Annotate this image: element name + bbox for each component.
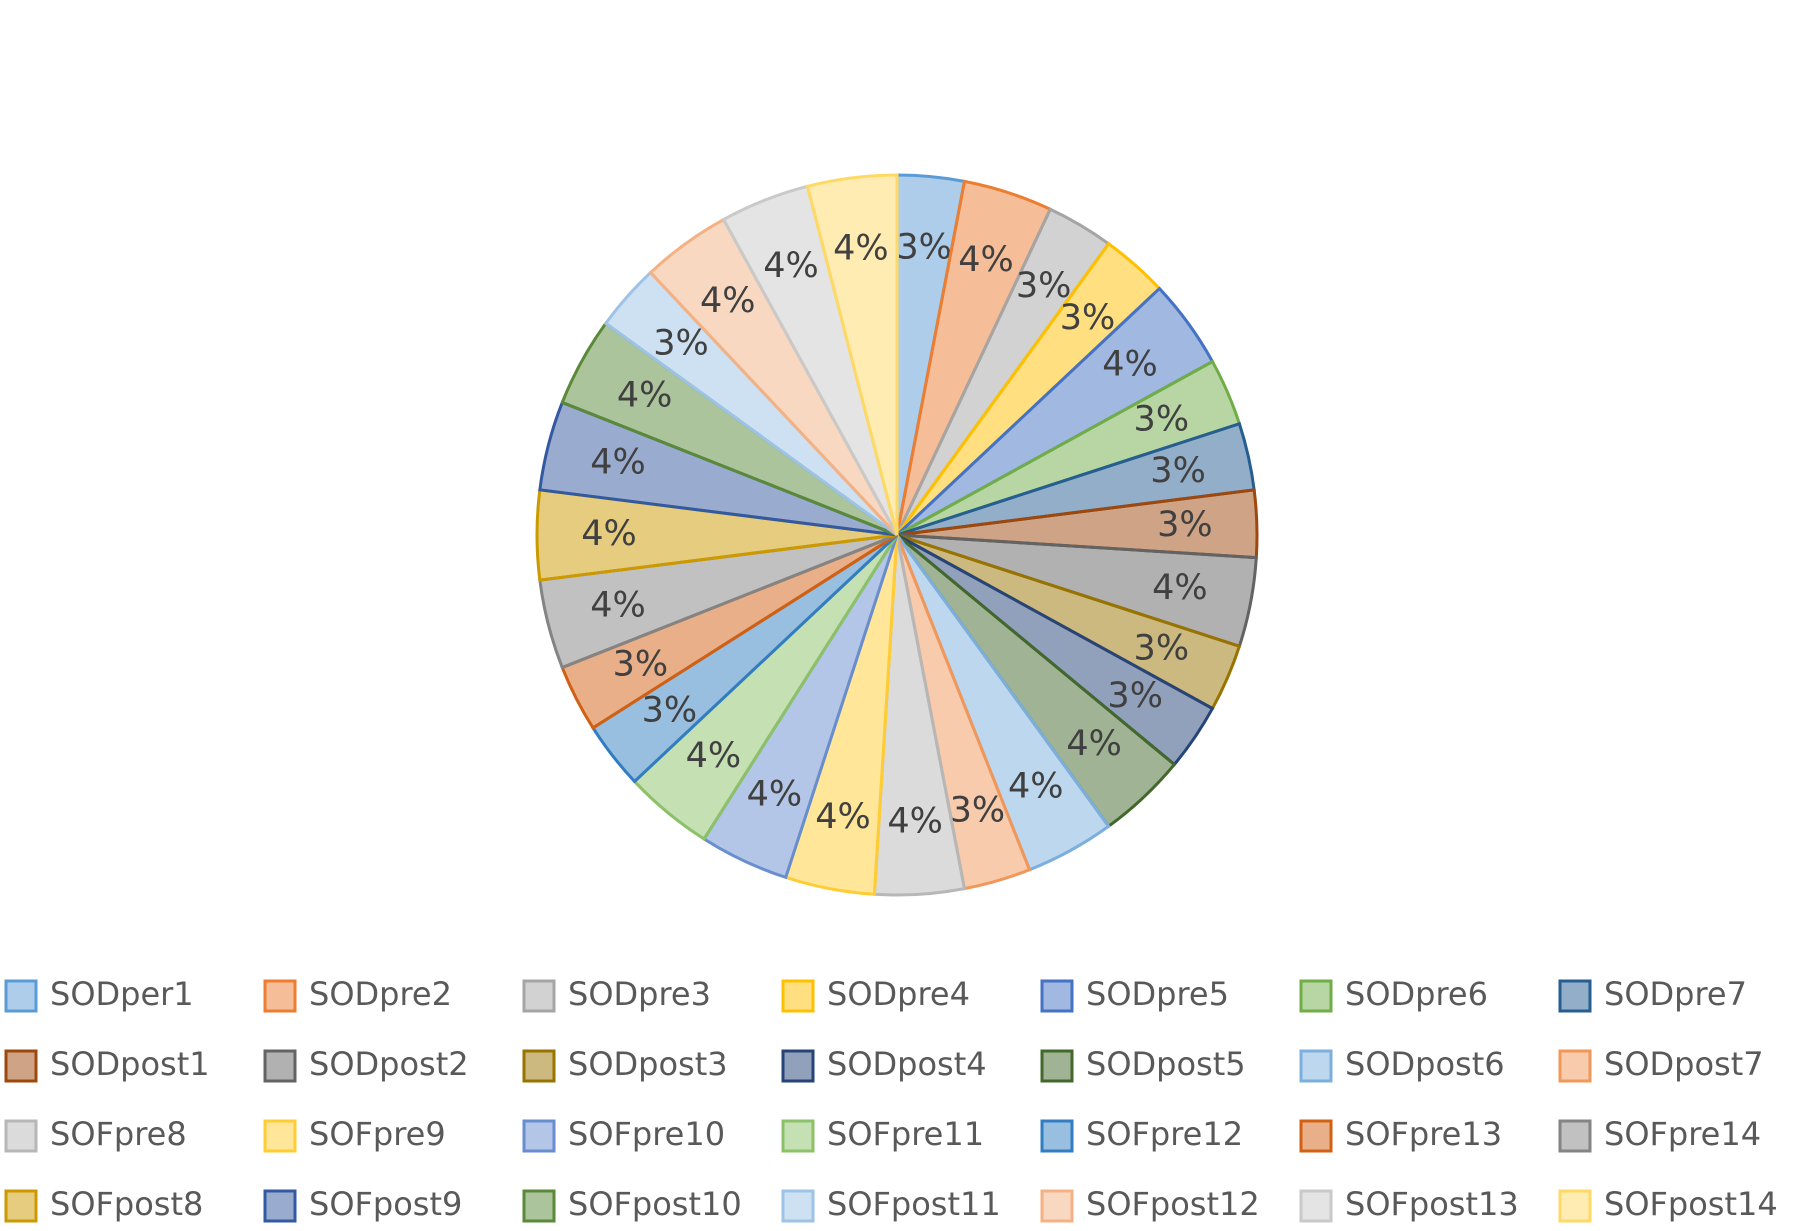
legend-label: SODpre3 [568, 975, 711, 1013]
legend-label: SOFpre14 [1604, 1115, 1761, 1153]
legend-swatch [1040, 1119, 1074, 1153]
data-label: 4% [958, 240, 1014, 280]
legend-label: SODpost3 [568, 1045, 728, 1083]
legend-label: SOFpre8 [50, 1115, 187, 1153]
legend-label: SODpost7 [1604, 1045, 1764, 1083]
legend-label: SOFpre13 [1345, 1115, 1502, 1153]
legend-swatch [263, 1189, 297, 1223]
legend-swatch [1040, 979, 1074, 1013]
legend-label: SODpre5 [1086, 975, 1229, 1013]
data-label: 4% [590, 442, 646, 482]
legend-label: SOFpost10 [568, 1185, 742, 1223]
legend-label: SODpre6 [1345, 975, 1488, 1013]
legend-swatch [263, 979, 297, 1013]
legend-swatch [263, 1049, 297, 1083]
legend-swatch [1299, 979, 1333, 1013]
legend-label: SODper1 [50, 975, 194, 1013]
data-label: 4% [763, 246, 819, 286]
legend-swatch [4, 979, 38, 1013]
data-label: 3% [1134, 628, 1190, 668]
legend-swatch [1299, 1119, 1333, 1153]
legend-swatch [1040, 1189, 1074, 1223]
legend-label: SOFpost9 [309, 1185, 462, 1223]
legend-label: SODpre4 [827, 975, 970, 1013]
legend-swatch [522, 979, 556, 1013]
data-label: 4% [617, 375, 673, 415]
data-label: 3% [1157, 505, 1213, 545]
legend-label: SODpost4 [827, 1045, 987, 1083]
data-label: 3% [950, 791, 1006, 831]
pie-slice [805, 173, 899, 536]
data-label: 4% [686, 736, 742, 776]
data-label: 4% [1102, 345, 1158, 385]
legend-swatch [781, 1189, 815, 1223]
data-label: 4% [590, 586, 646, 626]
data-label: 4% [1008, 766, 1064, 806]
legend-swatch [4, 1189, 38, 1223]
legend-swatch [781, 1049, 815, 1083]
legend-swatch [4, 1119, 38, 1153]
legend-swatch [263, 1119, 297, 1153]
legend-swatch [781, 1119, 815, 1153]
legend-swatch [4, 1049, 38, 1083]
data-label: 3% [1134, 400, 1190, 440]
legend-swatch [781, 979, 815, 1013]
legend-swatch [1299, 1189, 1333, 1223]
data-label: 4% [581, 514, 637, 554]
legend-label: SOFpre10 [568, 1115, 725, 1153]
legend-swatch [1558, 979, 1592, 1013]
legend-swatch [522, 1189, 556, 1223]
legend-label: SOFpost12 [1086, 1185, 1260, 1223]
legend-label: SOFpre11 [827, 1115, 984, 1153]
legend-swatch [1299, 1049, 1333, 1083]
data-label: 3% [1016, 266, 1072, 306]
data-label: 4% [700, 281, 756, 321]
legend-swatch [1040, 1049, 1074, 1083]
legend-swatch [1558, 1119, 1592, 1153]
data-label: 4% [815, 797, 871, 837]
data-label: 3% [613, 645, 669, 685]
data-label: 3% [1150, 451, 1206, 491]
legend-swatch [1558, 1049, 1592, 1083]
legend-label: SODpost2 [309, 1045, 469, 1083]
legend-swatch [522, 1119, 556, 1153]
data-label: 3% [1060, 298, 1116, 338]
data-label: 4% [1066, 724, 1122, 764]
legend-label: SODpost5 [1086, 1045, 1246, 1083]
legend-label: SODpost6 [1345, 1045, 1505, 1083]
data-label: 3% [896, 227, 952, 267]
legend-swatch [522, 1049, 556, 1083]
legend-label: SOFpost11 [827, 1185, 1001, 1223]
legend-label: SOFpost13 [1345, 1185, 1519, 1223]
legend-label: SOFpre12 [1086, 1115, 1243, 1153]
data-label: 3% [1107, 676, 1163, 716]
legend-label: SODpost1 [50, 1045, 210, 1083]
legend-swatch [1558, 1189, 1592, 1223]
legend-label: SOFpost8 [50, 1185, 203, 1223]
data-label: 4% [887, 801, 943, 841]
legend-label: SODpre2 [309, 975, 452, 1013]
data-label: 3% [653, 324, 709, 364]
legend-label: SODpre7 [1604, 975, 1747, 1013]
data-label: 4% [833, 228, 889, 268]
data-label: 3% [642, 691, 698, 731]
data-label: 4% [747, 775, 803, 815]
data-label: 4% [1152, 568, 1208, 608]
legend-label: SOFpre9 [309, 1115, 446, 1153]
legend-label: SOFpost14 [1604, 1185, 1778, 1223]
